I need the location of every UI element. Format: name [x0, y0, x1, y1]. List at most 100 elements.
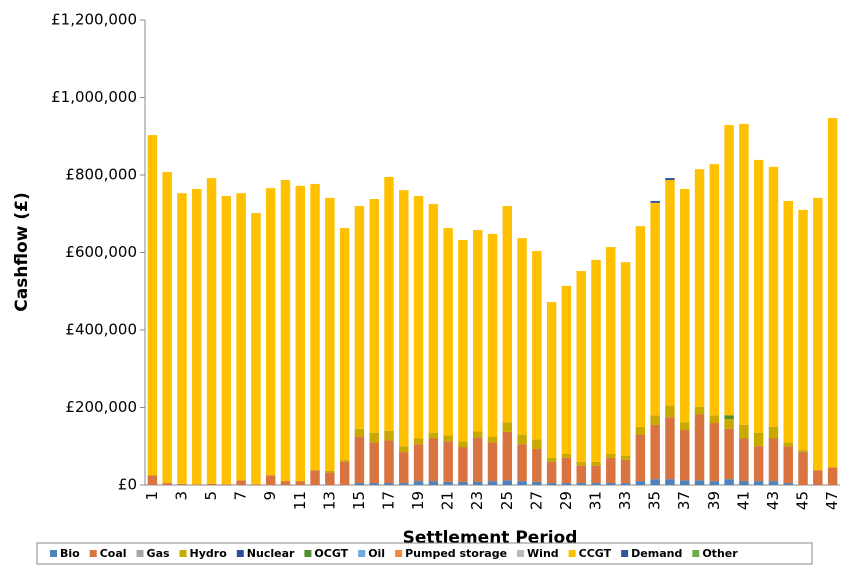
bar-segment [428, 481, 439, 485]
bar-segment [709, 164, 720, 416]
bar-segment [413, 195, 424, 439]
bar-segment [635, 226, 646, 427]
bar-segment [487, 481, 498, 485]
legend-label: Other [702, 547, 738, 560]
bar-segment [325, 472, 335, 485]
bar-segment [502, 206, 513, 423]
y-tick-label: £1,000,000 [51, 88, 137, 106]
legend-label: Nuclear [247, 547, 295, 560]
bar-segment [635, 434, 646, 482]
bar-segment [827, 118, 838, 468]
bar-segment [546, 457, 557, 462]
legend-swatch [517, 550, 525, 557]
bar-segment [694, 406, 705, 415]
bar-segment [236, 480, 246, 485]
x-tick-label: 9 [261, 491, 279, 501]
y-tick-label: £1,200,000 [51, 11, 137, 29]
legend-swatch [568, 550, 576, 557]
bar-segment [620, 262, 631, 456]
legend-label: Pumped storage [405, 547, 507, 560]
x-tick-label: 31 [587, 491, 605, 510]
bar-segment [399, 446, 409, 453]
bar-segment [487, 442, 498, 482]
bar-segment [369, 442, 379, 484]
bar-segment [591, 461, 601, 466]
x-tick-label: 21 [439, 491, 457, 510]
bar-segment [783, 200, 793, 443]
x-tick-label: 45 [794, 491, 812, 510]
bar-segment [798, 452, 808, 485]
bar-segment [413, 444, 424, 482]
bar-segment [768, 166, 779, 427]
x-tick-label: 29 [557, 491, 575, 510]
legend-label: Demand [631, 547, 682, 560]
bar-segment [694, 414, 705, 481]
x-tick-label: 11 [291, 491, 309, 510]
bar-segment [724, 479, 734, 485]
bar-segment [280, 481, 291, 485]
bar-segment [576, 465, 586, 484]
bar-segment [798, 209, 808, 451]
legend-label: Bio [60, 547, 80, 560]
x-tick-label: 27 [527, 491, 545, 510]
bar-segment [739, 438, 749, 482]
bar-segment [310, 470, 320, 485]
bar-segment [280, 180, 291, 482]
bar-segment [177, 193, 187, 484]
bar-segment [443, 441, 453, 482]
bar-segment [709, 481, 720, 485]
bar-segment [487, 233, 498, 437]
bar-segment [354, 483, 365, 485]
bar-segment [428, 204, 439, 433]
bar-segment [384, 440, 394, 484]
x-tick-label: 43 [764, 491, 782, 510]
bar-segment [399, 452, 409, 484]
bar-segment [635, 481, 646, 485]
bar-segment [546, 461, 557, 484]
bar-segment [413, 481, 424, 485]
bar-segment [561, 285, 572, 454]
bar-segment [517, 444, 527, 482]
legend-swatch [89, 550, 97, 557]
bar-segment [369, 199, 379, 433]
bar-segment [517, 434, 527, 445]
bar-segment [783, 483, 793, 485]
bar-segment [325, 470, 335, 473]
y-tick-label: £0 [118, 476, 137, 494]
bar-segment [339, 461, 350, 485]
bar-segment [739, 424, 749, 439]
bar-segment [532, 481, 542, 485]
bar-segment [606, 247, 616, 454]
x-tick-label: 5 [202, 491, 220, 501]
bar-segment [739, 123, 749, 425]
bar-segment [192, 484, 202, 485]
bar-segment [177, 483, 187, 485]
y-tick-label: £400,000 [65, 321, 137, 339]
x-tick-label: 47 [823, 491, 841, 510]
bar-segment [709, 423, 720, 482]
y-axis-title: Cashflow (£) [12, 192, 32, 311]
bar-segment [502, 480, 513, 485]
bar-segment [265, 475, 276, 485]
bar-segment [680, 480, 690, 485]
legend-label: OCGT [314, 547, 348, 560]
bar-segment [221, 195, 232, 485]
bar-segment [576, 271, 586, 462]
bar-segment [576, 461, 586, 466]
bar-segment [665, 405, 675, 418]
legend-swatch [50, 550, 57, 557]
bar-segment [620, 459, 631, 484]
bar-segment [635, 426, 646, 435]
bar-segment [458, 481, 468, 485]
bar-segment [295, 185, 305, 482]
bar-segment [591, 483, 601, 485]
bar-segment [517, 481, 527, 485]
x-tick-label: 23 [468, 491, 486, 510]
bar-segment [399, 483, 409, 485]
bar-segment [606, 457, 616, 484]
bar-segment [561, 483, 572, 485]
x-tick-label: 3 [172, 491, 190, 501]
legend-swatch [236, 550, 244, 557]
legend-swatch [304, 550, 312, 557]
